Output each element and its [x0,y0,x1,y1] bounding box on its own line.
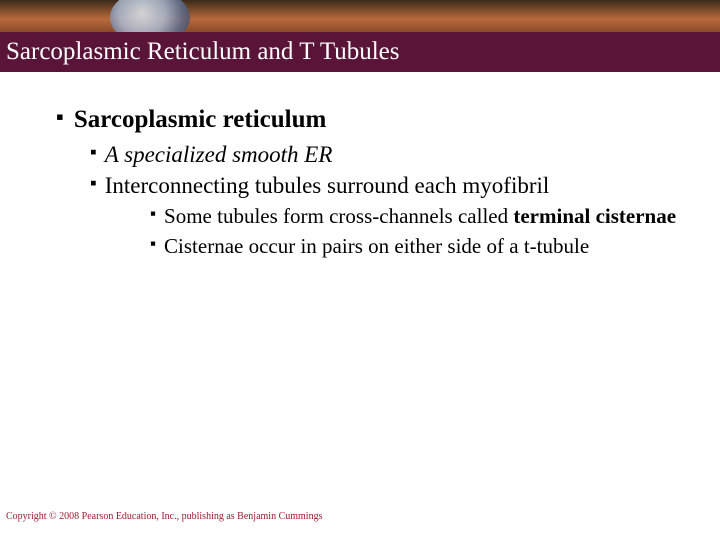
decorative-banner [0,0,720,32]
bullet-level-3: ▪ Some tubules form cross-channels calle… [150,203,700,260]
title-bar: Sarcoplasmic Reticulum and T Tubules [0,32,720,72]
square-bullet-icon: ▪ [150,203,156,224]
bullet-level-2: ▪ A specialized smooth ER ▪ Interconnect… [90,141,700,259]
bullet-level-1: ▪ Sarcoplasmic reticulum ▪ A specialized… [56,104,700,259]
list-item: ▪ A specialized smooth ER [90,141,700,170]
copyright-footer: Copyright © 2008 Pearson Education, Inc.… [6,511,322,522]
bullet-text: Interconnecting tubules surround each my… [105,172,550,201]
list-item: ▪ Some tubules form cross-channels calle… [150,203,700,229]
list-item: ▪ Sarcoplasmic reticulum [56,104,700,135]
text-run: Cisternae occur in pairs on either side … [164,234,589,258]
bullet-text: Cisternae occur in pairs on either side … [164,233,589,259]
list-item: ▪ Cisternae occur in pairs on either sid… [150,233,700,259]
bullet-text: Sarcoplasmic reticulum [74,104,327,135]
square-bullet-icon: ▪ [90,141,97,165]
square-bullet-icon: ▪ [90,172,97,196]
text-run: Some tubules form cross-channels called [164,204,513,228]
square-bullet-icon: ▪ [150,233,156,254]
slide-title: Sarcoplasmic Reticulum and T Tubules [6,38,400,66]
text-run-bold: terminal cisternae [513,204,676,228]
bullet-text: A specialized smooth ER [105,141,333,170]
banner-blob [110,0,190,32]
bullet-text: Some tubules form cross-channels called … [164,203,676,229]
content-area: ▪ Sarcoplasmic reticulum ▪ A specialized… [0,72,720,259]
list-item: ▪ Interconnecting tubules surround each … [90,172,700,201]
square-bullet-icon: ▪ [56,104,64,130]
